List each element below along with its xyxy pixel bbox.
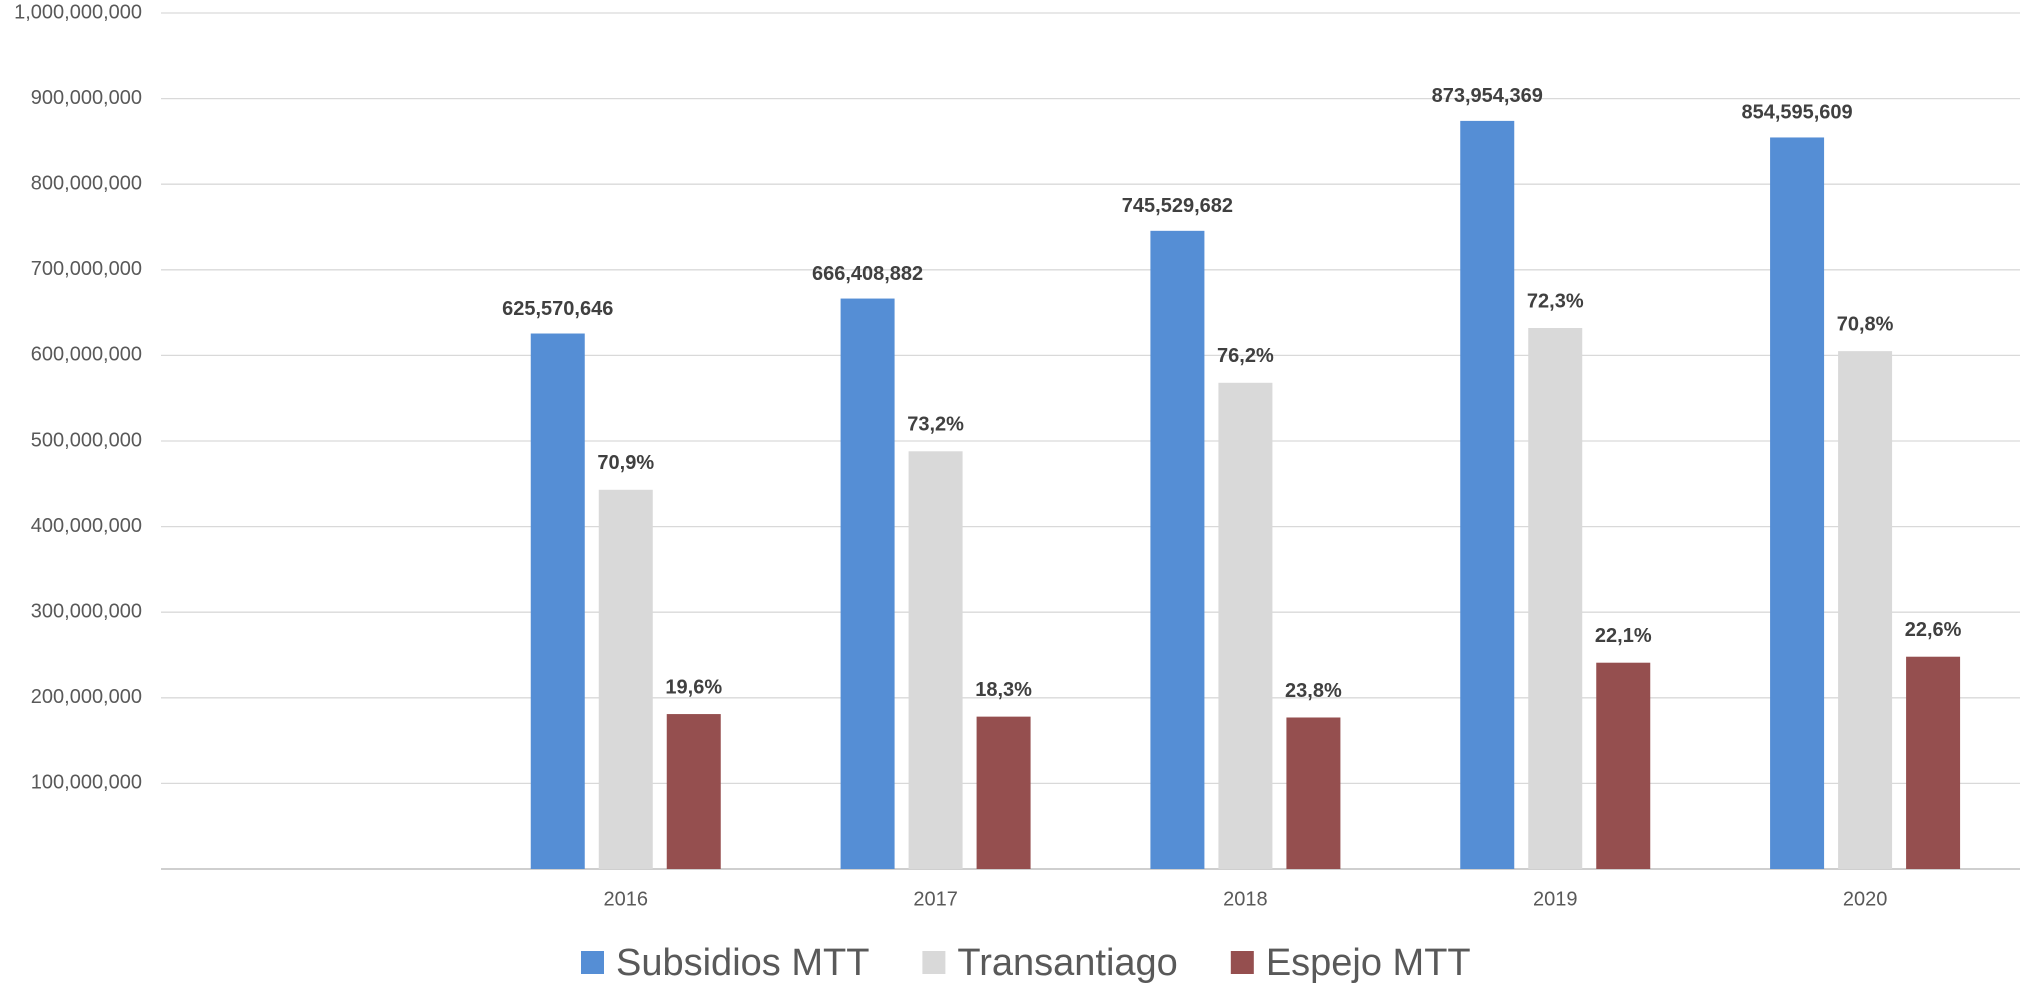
x-tick-label: 2019: [1533, 888, 1578, 910]
data-label: 18,3%: [975, 679, 1032, 701]
legend-swatch: [922, 951, 946, 974]
bar: [976, 716, 1031, 869]
data-label: 76,2%: [1217, 345, 1274, 367]
data-label: 19,6%: [665, 676, 722, 698]
bar: [1906, 656, 1961, 869]
bar: [1596, 662, 1651, 869]
data-label: 22,1%: [1595, 625, 1652, 647]
y-tick-label: 600,000,000: [31, 344, 142, 366]
data-label: 73,2%: [907, 414, 964, 436]
data-label: 70,8%: [1837, 313, 1894, 335]
bar: [1460, 120, 1515, 869]
bar: [1150, 230, 1205, 869]
bar: [1770, 137, 1825, 869]
legend-label: Subsidios MTT: [616, 942, 869, 984]
y-tick-label: 900,000,000: [31, 87, 142, 109]
data-label: 745,529,682: [1122, 195, 1233, 217]
legend-swatch: [581, 951, 604, 974]
data-label: 854,595,609: [1741, 102, 1852, 124]
y-tick-label: 1,000,000,000: [14, 1, 142, 23]
bar: [666, 714, 721, 869]
data-label: 22,6%: [1905, 619, 1962, 641]
y-tick-label: 700,000,000: [31, 258, 142, 280]
bar: [530, 333, 585, 869]
data-label: 23,8%: [1285, 680, 1342, 702]
y-tick-label: 400,000,000: [31, 515, 142, 537]
y-tick-label: 500,000,000: [31, 429, 142, 451]
data-label: 666,408,882: [812, 263, 923, 285]
x-tick-label: 2017: [913, 888, 958, 910]
bar: [1286, 717, 1341, 869]
bar: [840, 298, 895, 870]
data-label: 72,3%: [1527, 290, 1584, 312]
bar: [1218, 382, 1273, 869]
legend-swatch: [1230, 951, 1254, 974]
bar: [908, 451, 963, 869]
bar: [598, 489, 653, 869]
y-tick-label: 100,000,000: [31, 772, 142, 794]
data-label: 873,954,369: [1432, 85, 1543, 107]
bar: [1528, 328, 1583, 869]
data-label: 70,9%: [597, 452, 654, 474]
bar: [1838, 351, 1893, 869]
legend-label: Espejo MTT: [1266, 942, 1471, 984]
x-tick-label: 2016: [604, 888, 649, 910]
x-tick-label: 2018: [1223, 888, 1268, 910]
x-tick-label: 2020: [1843, 888, 1888, 910]
y-tick-label: 800,000,000: [31, 172, 142, 194]
y-tick-label: 300,000,000: [31, 600, 142, 622]
y-tick-label: 200,000,000: [31, 686, 142, 708]
data-label: 625,570,646: [502, 298, 613, 320]
legend-label: Transantiago: [957, 942, 1177, 984]
